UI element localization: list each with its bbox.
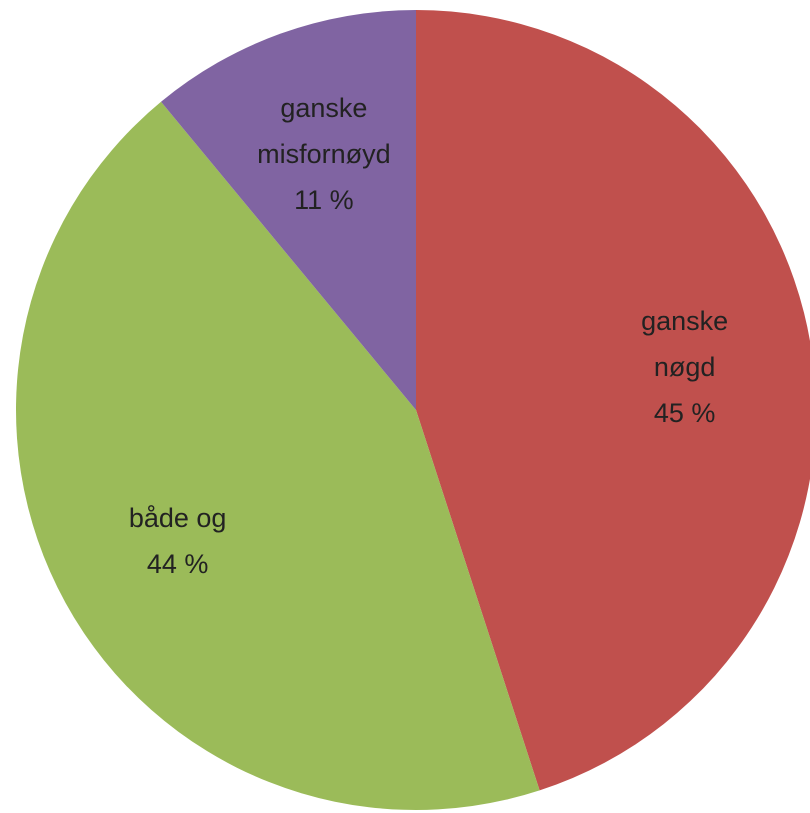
pie-slice: [416, 10, 810, 791]
category-label: ganske misfornøyd: [257, 93, 391, 170]
slice-label: både og 44 %: [129, 495, 227, 587]
category-label: både og: [128, 503, 227, 534]
value-label: 11 %: [294, 185, 354, 216]
pie-slice: [161, 10, 416, 410]
slice-label: ganske nøgd 45 %: [622, 298, 747, 436]
pie-slice: [16, 101, 540, 810]
category-label: ganske nøgd: [641, 306, 729, 383]
value-label: 45 %: [653, 398, 716, 429]
value-label: 44 %: [146, 549, 209, 580]
slice-label: ganske misfornøyd 11 %: [224, 85, 424, 223]
